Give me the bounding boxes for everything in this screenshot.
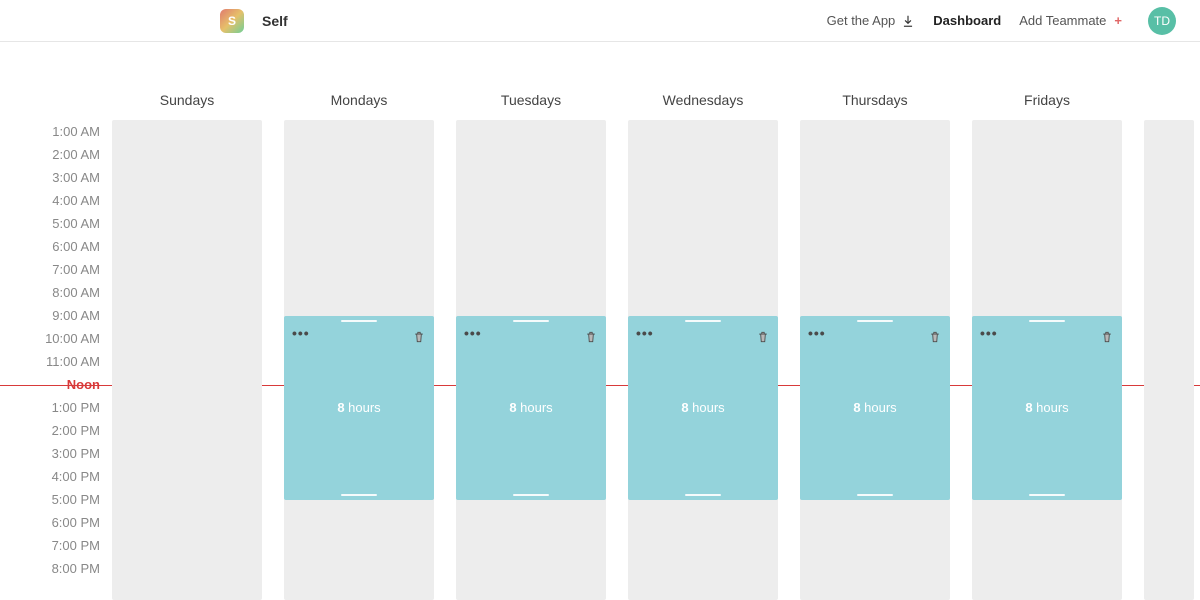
day-headers-row: Sundays Mondays Tuesdays Wednesdays Thursday… <box>0 92 1200 116</box>
schedule-block-label: 8 hours <box>1025 400 1068 415</box>
resize-handle-top[interactable] <box>857 320 893 322</box>
resize-handle-bottom[interactable] <box>513 494 549 496</box>
day-column[interactable]: ••• 8 hours <box>284 120 434 600</box>
hour-label: 3:00 AM <box>0 166 100 189</box>
schedule-block-label: 8 hours <box>853 400 896 415</box>
day-header: Fridays <box>972 92 1122 116</box>
hour-label: 4:00 PM <box>0 465 100 488</box>
workspace-name[interactable]: Self <box>262 13 288 29</box>
day-header: Thursdays <box>800 92 950 116</box>
download-icon <box>901 14 915 28</box>
day-column[interactable]: ••• 8 hours <box>456 120 606 600</box>
resize-handle-top[interactable] <box>685 320 721 322</box>
resize-handle-bottom[interactable] <box>685 494 721 496</box>
hour-label: 1:00 AM <box>0 120 100 143</box>
day-header: Sundays <box>112 92 262 116</box>
hour-label: 6:00 PM <box>0 511 100 534</box>
resize-handle-top[interactable] <box>341 320 377 322</box>
add-teammate-label: Add Teammate <box>1019 13 1106 28</box>
hour-label: 3:00 PM <box>0 442 100 465</box>
resize-handle-bottom[interactable] <box>857 494 893 496</box>
add-teammate-button[interactable]: Add Teammate + <box>1019 13 1122 28</box>
get-app-link[interactable]: Get the App <box>827 13 916 28</box>
more-icon[interactable]: ••• <box>808 330 826 336</box>
schedule-block[interactable]: ••• 8 hours <box>456 316 606 500</box>
hour-label: 11:00 AM <box>0 350 100 373</box>
hour-label: 5:00 AM <box>0 212 100 235</box>
hour-label: 8:00 AM <box>0 281 100 304</box>
trash-icon[interactable] <box>584 330 598 346</box>
day-column[interactable] <box>1144 120 1194 600</box>
workspace-badge-initial: S <box>228 14 236 28</box>
resize-handle-bottom[interactable] <box>341 494 377 496</box>
schedule-block[interactable]: ••• 8 hours <box>628 316 778 500</box>
plus-icon: + <box>1114 13 1122 28</box>
trash-icon[interactable] <box>412 330 426 346</box>
hour-label: 8:00 PM <box>0 557 100 580</box>
trash-icon[interactable] <box>1100 330 1114 346</box>
resize-handle-top[interactable] <box>1029 320 1065 322</box>
user-avatar[interactable]: TD <box>1148 7 1176 35</box>
schedule-block-label: 8 hours <box>509 400 552 415</box>
hour-label: 1:00 PM <box>0 396 100 419</box>
day-column[interactable] <box>112 120 262 600</box>
schedule-block-label: 8 hours <box>337 400 380 415</box>
hour-label: 10:00 AM <box>0 327 100 350</box>
dashboard-label: Dashboard <box>933 13 1001 28</box>
hour-label: 5:00 PM <box>0 488 100 511</box>
day-column[interactable]: ••• 8 hours <box>972 120 1122 600</box>
hour-label: 7:00 AM <box>0 258 100 281</box>
schedule-block[interactable]: ••• 8 hours <box>972 316 1122 500</box>
more-icon[interactable]: ••• <box>980 330 998 336</box>
get-app-label: Get the App <box>827 13 896 28</box>
day-columns: ••• 8 hours ••• 8 hours ••• 8 hours ••• 8 hours… <box>112 120 1200 600</box>
more-icon[interactable]: ••• <box>292 330 310 336</box>
day-header: Wednesdays <box>628 92 778 116</box>
day-header: Mondays <box>284 92 434 116</box>
avatar-initials: TD <box>1154 14 1170 28</box>
resize-handle-bottom[interactable] <box>1029 494 1065 496</box>
calendar-grid: 1:00 AM2:00 AM3:00 AM4:00 AM5:00 AM6:00 … <box>0 120 1200 600</box>
day-column[interactable]: ••• 8 hours <box>800 120 950 600</box>
more-icon[interactable]: ••• <box>464 330 482 336</box>
hour-label: 2:00 AM <box>0 143 100 166</box>
workspace-badge[interactable]: S <box>220 9 244 33</box>
hour-label: 2:00 PM <box>0 419 100 442</box>
schedule-block[interactable]: ••• 8 hours <box>284 316 434 500</box>
resize-handle-top[interactable] <box>513 320 549 322</box>
dashboard-link[interactable]: Dashboard <box>933 13 1001 28</box>
time-axis: 1:00 AM2:00 AM3:00 AM4:00 AM5:00 AM6:00 … <box>0 120 112 600</box>
more-icon[interactable]: ••• <box>636 330 654 336</box>
calendar: Sundays Mondays Tuesdays Wednesdays Thursday… <box>0 42 1200 600</box>
app-header: S Self Get the App Dashboard Add Teammat… <box>0 0 1200 42</box>
hour-label: 4:00 AM <box>0 189 100 212</box>
trash-icon[interactable] <box>928 330 942 346</box>
trash-icon[interactable] <box>756 330 770 346</box>
hour-label: 9:00 AM <box>0 304 100 327</box>
schedule-block[interactable]: ••• 8 hours <box>800 316 950 500</box>
schedule-block-label: 8 hours <box>681 400 724 415</box>
hour-label: 7:00 PM <box>0 534 100 557</box>
day-header: Tuesdays <box>456 92 606 116</box>
hour-label: 6:00 AM <box>0 235 100 258</box>
day-column[interactable]: ••• 8 hours <box>628 120 778 600</box>
